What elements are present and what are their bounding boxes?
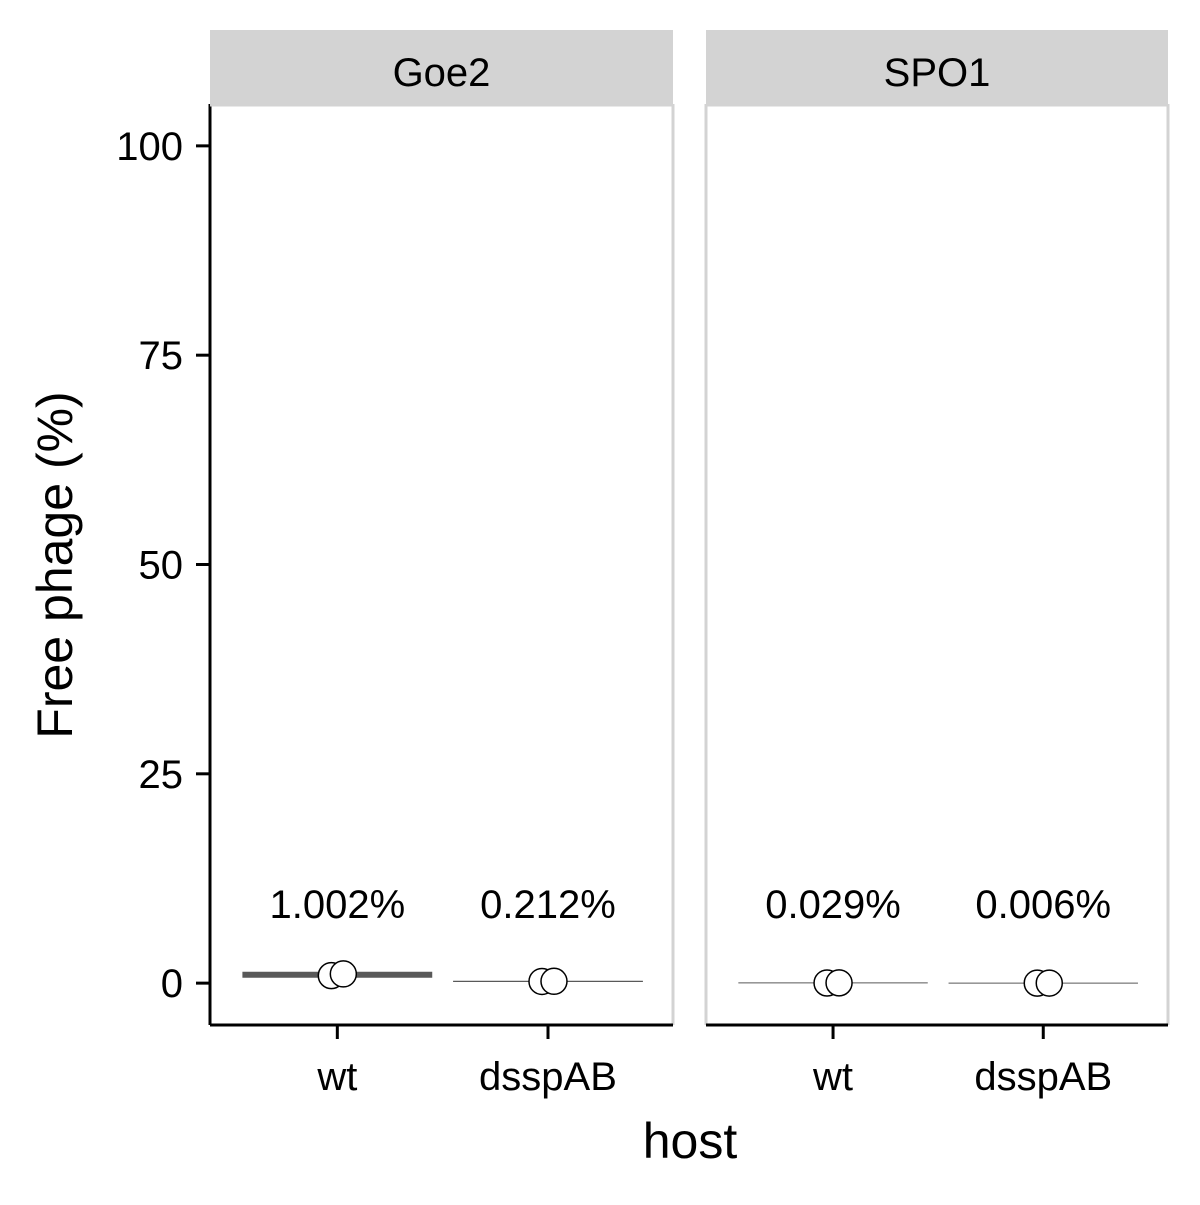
y-axis-title: Free phage (%) (27, 391, 83, 738)
mean-label: 1.002% (269, 883, 405, 927)
facet-strip (706, 30, 1168, 104)
facet-title: Goe2 (393, 51, 491, 95)
data-point (329, 960, 358, 988)
x-tick-label: wt (812, 1055, 853, 1099)
y-tick-label: 50 (139, 544, 184, 588)
mean-label: 0.006% (975, 883, 1111, 927)
x-tick-label: wt (316, 1055, 357, 1099)
data-point (1035, 969, 1064, 997)
x-tick-label: dsspAB (479, 1055, 617, 1099)
y-tick-label: 0 (161, 962, 183, 1006)
x-axis-title: host (643, 1113, 738, 1169)
x-tick-label: dsspAB (974, 1055, 1112, 1099)
data-point (825, 969, 853, 997)
facet-strip (210, 30, 673, 104)
mean-label: 0.029% (765, 883, 901, 927)
data-point (540, 967, 568, 996)
y-tick-label: 100 (116, 125, 183, 169)
facet-title: SPO1 (884, 51, 991, 95)
mean-label: 0.212% (480, 883, 616, 927)
y-tick-label: 25 (139, 753, 184, 797)
y-tick-label: 75 (139, 334, 184, 378)
